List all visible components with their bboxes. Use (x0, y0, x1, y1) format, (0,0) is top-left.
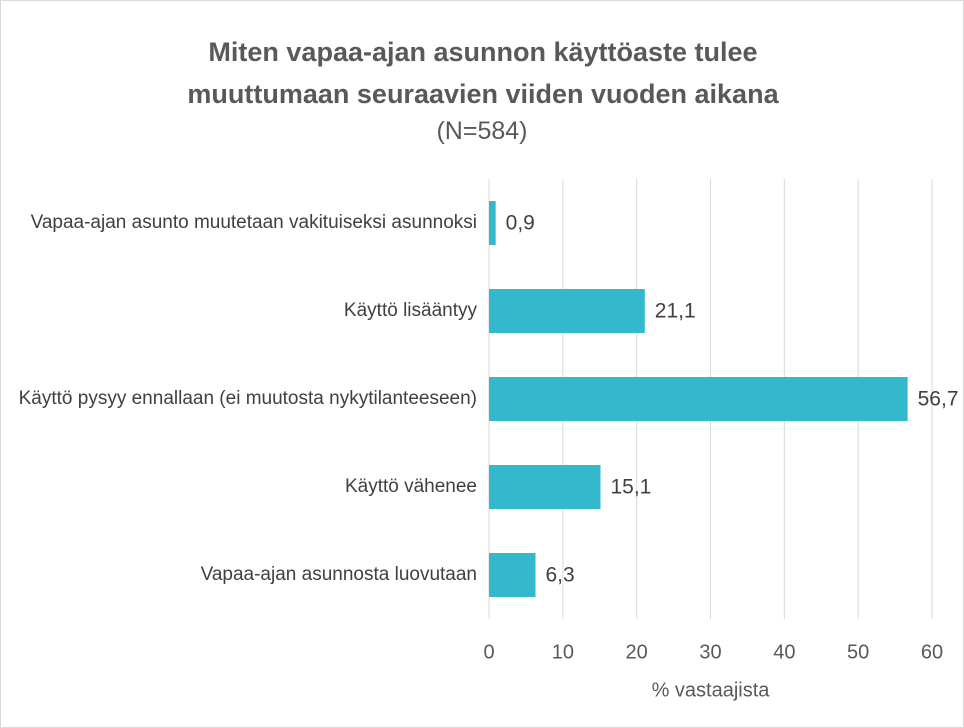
y-tick-label: Käyttö pysyy ennallaan (ei muutosta nyky… (18, 388, 477, 409)
data-label: 15,1 (610, 476, 651, 499)
y-tick-label: Vapaa-ajan asunnosta luovutaan (200, 564, 477, 585)
x-tick-label: 50 (847, 641, 869, 663)
x-axis-label: % vastaajista (652, 679, 771, 701)
bar (489, 289, 645, 333)
y-tick-label: Vapaa-ajan asunto muutetaan vakituiseksi… (30, 212, 477, 233)
x-tick-label: 10 (552, 641, 574, 663)
y-tick-label: Käyttö vähenee (344, 476, 477, 497)
x-tick-label: 60 (921, 641, 943, 663)
data-label: 56,7 (918, 388, 959, 411)
bar (489, 201, 496, 245)
bar (489, 465, 601, 509)
x-tick-label: 30 (699, 641, 721, 663)
x-tick-label: 20 (626, 641, 648, 663)
bar (489, 553, 536, 597)
y-tick-label: Käyttö lisääntyy (343, 300, 477, 321)
x-tick-label: 40 (773, 641, 795, 663)
chart-subtitle: (N=584) (436, 117, 528, 145)
bar (489, 377, 908, 421)
data-label: 0,9 (506, 212, 535, 235)
data-label: 21,1 (655, 300, 696, 323)
chart-title: Miten vapaa-ajan asunnon käyttöaste tule… (187, 37, 779, 109)
data-label: 6,3 (546, 564, 575, 587)
x-tick-label: 0 (483, 641, 494, 663)
